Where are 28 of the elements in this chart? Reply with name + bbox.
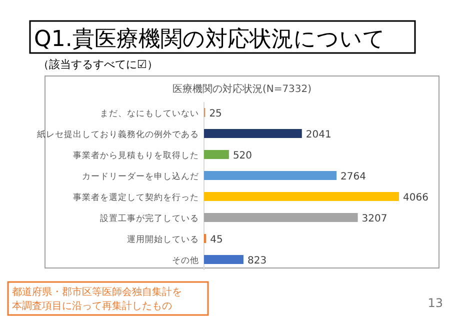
data-label: 25 (209, 108, 222, 120)
bar (204, 129, 302, 138)
y-tick-label: 事業者から見積もりを取得した (73, 150, 199, 161)
data-label: 45 (210, 234, 223, 246)
bar (204, 255, 244, 264)
bar (204, 150, 229, 159)
data-label: 3207 (362, 214, 388, 224)
y-tick-label: 事業者を選定して契約を行った (73, 192, 199, 203)
data-label: 2041 (306, 130, 332, 140)
text: 13 (428, 296, 443, 310)
y-tick-label: 紙レセ提出しており義務化の例外である (37, 129, 199, 140)
text: 本調査項目に沿って再集計したもの (12, 300, 172, 312)
text: 都道府県・郡市区等医師会独自集計を (12, 286, 182, 298)
data-label: 2764 (340, 172, 366, 182)
bar (204, 213, 358, 222)
y-tick-label: 設置工事が完了している (100, 213, 199, 224)
text: （該当するすべてに☑） (38, 58, 158, 71)
data-label: 823 (247, 256, 267, 266)
data-label: 4066 (403, 192, 428, 204)
x-axis-title: 医療機関の対応状況(N=7332) (172, 83, 312, 95)
bar (204, 171, 337, 180)
y-tick-label: 運用開始している (127, 234, 199, 245)
chart-title: Q1.貴医療機関の対応状況について (34, 27, 386, 52)
y-tick-label: その他 (172, 255, 199, 266)
y-tick-label: カードリーダーを申し込んだ (82, 171, 199, 182)
bar (204, 192, 399, 201)
y-tick-label: まだ、なにもしていない (100, 109, 199, 119)
data-label: 520 (232, 150, 252, 162)
